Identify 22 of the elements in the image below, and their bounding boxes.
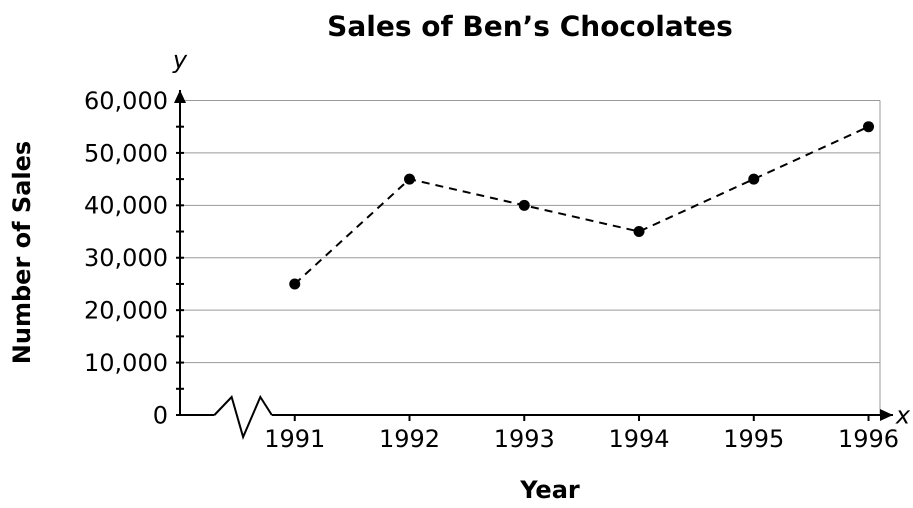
text: y [172, 46, 188, 74]
x-tick-label: 1993 [494, 425, 555, 453]
x-tick-label: 1994 [608, 425, 670, 453]
point [404, 174, 416, 185]
y-axis-title: Number of Sales [8, 140, 36, 364]
point [518, 200, 530, 211]
x-axis-title: Year [519, 476, 580, 504]
x-tick-label: 1991 [264, 425, 326, 453]
x-tick-label: 1995 [723, 425, 784, 453]
y-tick-label: 0 [152, 401, 168, 430]
y-tick-label: 60,000 [84, 86, 168, 115]
y-tick-label: 20,000 [84, 296, 168, 325]
point [863, 121, 874, 132]
y-tick-label: 50,000 [84, 139, 168, 168]
point [748, 174, 760, 185]
y-tick-label: 30,000 [84, 244, 168, 272]
chart-title: Sales of Ben’s Chocolates [327, 10, 733, 43]
y-tick-label: 10,000 [84, 348, 168, 377]
x-tick-label: 1992 [378, 425, 440, 453]
point [634, 226, 645, 238]
point [289, 278, 300, 290]
y-tick-label: 40,000 [84, 192, 168, 220]
